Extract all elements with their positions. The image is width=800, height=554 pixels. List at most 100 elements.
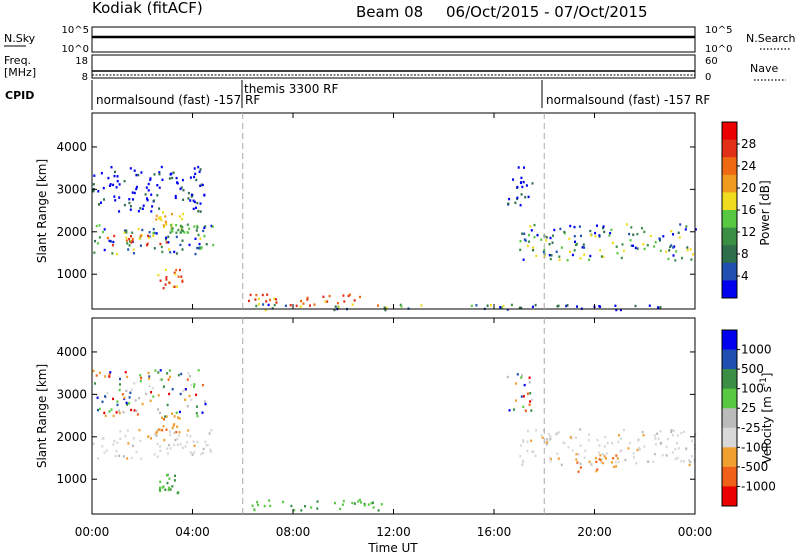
scatter-point <box>157 428 160 432</box>
scatter-point <box>165 223 168 226</box>
scatter-point <box>624 458 627 462</box>
scatter-point <box>116 175 119 178</box>
scatter-point <box>155 214 158 218</box>
colorbar-swatch <box>722 408 737 429</box>
nave-tick-bottom: 0 <box>705 72 711 83</box>
scatter-point <box>608 234 611 237</box>
scatter-point <box>284 304 287 307</box>
scatter-point <box>333 308 336 312</box>
colorbar-tick-label: 12 <box>741 225 756 239</box>
scatter-point <box>94 239 97 243</box>
scatter-point <box>257 303 260 306</box>
scatter-point <box>167 488 170 491</box>
colorbar-swatch <box>722 280 737 299</box>
scatter-point <box>385 306 388 309</box>
scatter-point <box>174 438 177 442</box>
scatter-point <box>295 304 298 307</box>
scatter-point <box>110 166 113 169</box>
scatter-point <box>126 375 129 379</box>
scatter-point <box>256 500 259 504</box>
scatter-point <box>166 481 169 485</box>
scatter-point <box>351 303 354 306</box>
scatter-point <box>188 394 191 398</box>
scatter-point <box>359 295 361 299</box>
scatter-point <box>181 280 184 283</box>
scatter-point <box>150 210 153 213</box>
scatter-point <box>174 194 177 198</box>
scatter-point <box>384 308 387 312</box>
scatter-point <box>602 225 605 228</box>
scatter-point <box>621 243 624 246</box>
colorbar-tick-label: 500 <box>741 362 764 376</box>
scatter-point <box>175 235 178 239</box>
scatter-point <box>159 445 161 448</box>
scatter-point <box>533 236 536 239</box>
scatter-point <box>159 486 161 489</box>
scatter-point <box>144 193 147 196</box>
scatter-point <box>683 430 685 433</box>
scatter-point <box>132 198 134 201</box>
scatter-point <box>615 308 618 312</box>
scatter-point <box>168 392 171 396</box>
scatter-point <box>168 369 171 372</box>
colorbar-tick-label: 24 <box>741 159 756 173</box>
scatter-point <box>140 376 142 380</box>
scatter-point <box>522 258 525 261</box>
scatter-point <box>180 186 183 189</box>
scatter-point <box>377 509 380 512</box>
scatter-point <box>152 231 155 235</box>
scatter-point <box>615 245 618 248</box>
scatter-point <box>171 485 174 488</box>
scatter-point <box>641 227 643 230</box>
cpid-segment-2: themis 3300 RF <box>244 82 338 96</box>
scatter-point <box>118 409 120 413</box>
scatter-point <box>115 411 118 414</box>
ytick-label: 3000 <box>56 182 87 196</box>
velocity-ylabel: Slant Range [km] <box>35 364 49 468</box>
scatter-point <box>253 508 256 512</box>
scatter-point <box>563 230 566 234</box>
scatter-point <box>171 176 174 180</box>
scatter-point <box>161 250 164 254</box>
scatter-point <box>130 235 132 238</box>
scatter-point <box>158 186 161 189</box>
scatter-point <box>569 224 572 228</box>
scatter-point <box>174 474 176 477</box>
scatter-point <box>103 228 106 231</box>
scatter-point <box>152 227 155 231</box>
scatter-point <box>94 382 96 385</box>
scatter-point <box>197 210 200 213</box>
colorbar-swatch <box>722 486 737 507</box>
velocity-colorbar: 1000 500 100 25 -25 -100 -500 -1000 <box>721 329 776 507</box>
scatter-point <box>196 201 199 205</box>
scatter-point <box>161 486 164 489</box>
velocity-panel: 1000 2000 3000 4000 Slant Range [km] 1000 50… <box>35 317 776 515</box>
scatter-point <box>175 252 178 255</box>
scatter-point <box>604 436 607 439</box>
scatter-point <box>596 468 599 471</box>
scatter-point <box>603 455 606 458</box>
scatter-point <box>199 168 202 171</box>
scatter-point <box>383 306 386 309</box>
scatter-point <box>637 439 640 442</box>
scatter-point <box>139 234 142 237</box>
scatter-point <box>177 275 180 278</box>
scatter-point <box>110 240 112 243</box>
scatter-point <box>193 385 195 388</box>
scatter-point <box>167 378 170 381</box>
scatter-point <box>606 442 609 445</box>
scatter-point <box>269 298 271 302</box>
scatter-point <box>193 444 196 447</box>
scatter-point <box>170 224 173 227</box>
scatter-point <box>200 452 203 456</box>
scatter-point <box>529 392 532 395</box>
scatter-point <box>573 225 576 229</box>
scatter-point <box>109 371 112 374</box>
scatter-point <box>113 234 116 238</box>
scatter-point <box>127 442 130 445</box>
scatter-point <box>692 253 695 256</box>
scatter-point <box>118 411 121 415</box>
scatter-point <box>334 501 336 505</box>
scatter-point <box>520 181 523 184</box>
scatter-point <box>158 428 161 432</box>
